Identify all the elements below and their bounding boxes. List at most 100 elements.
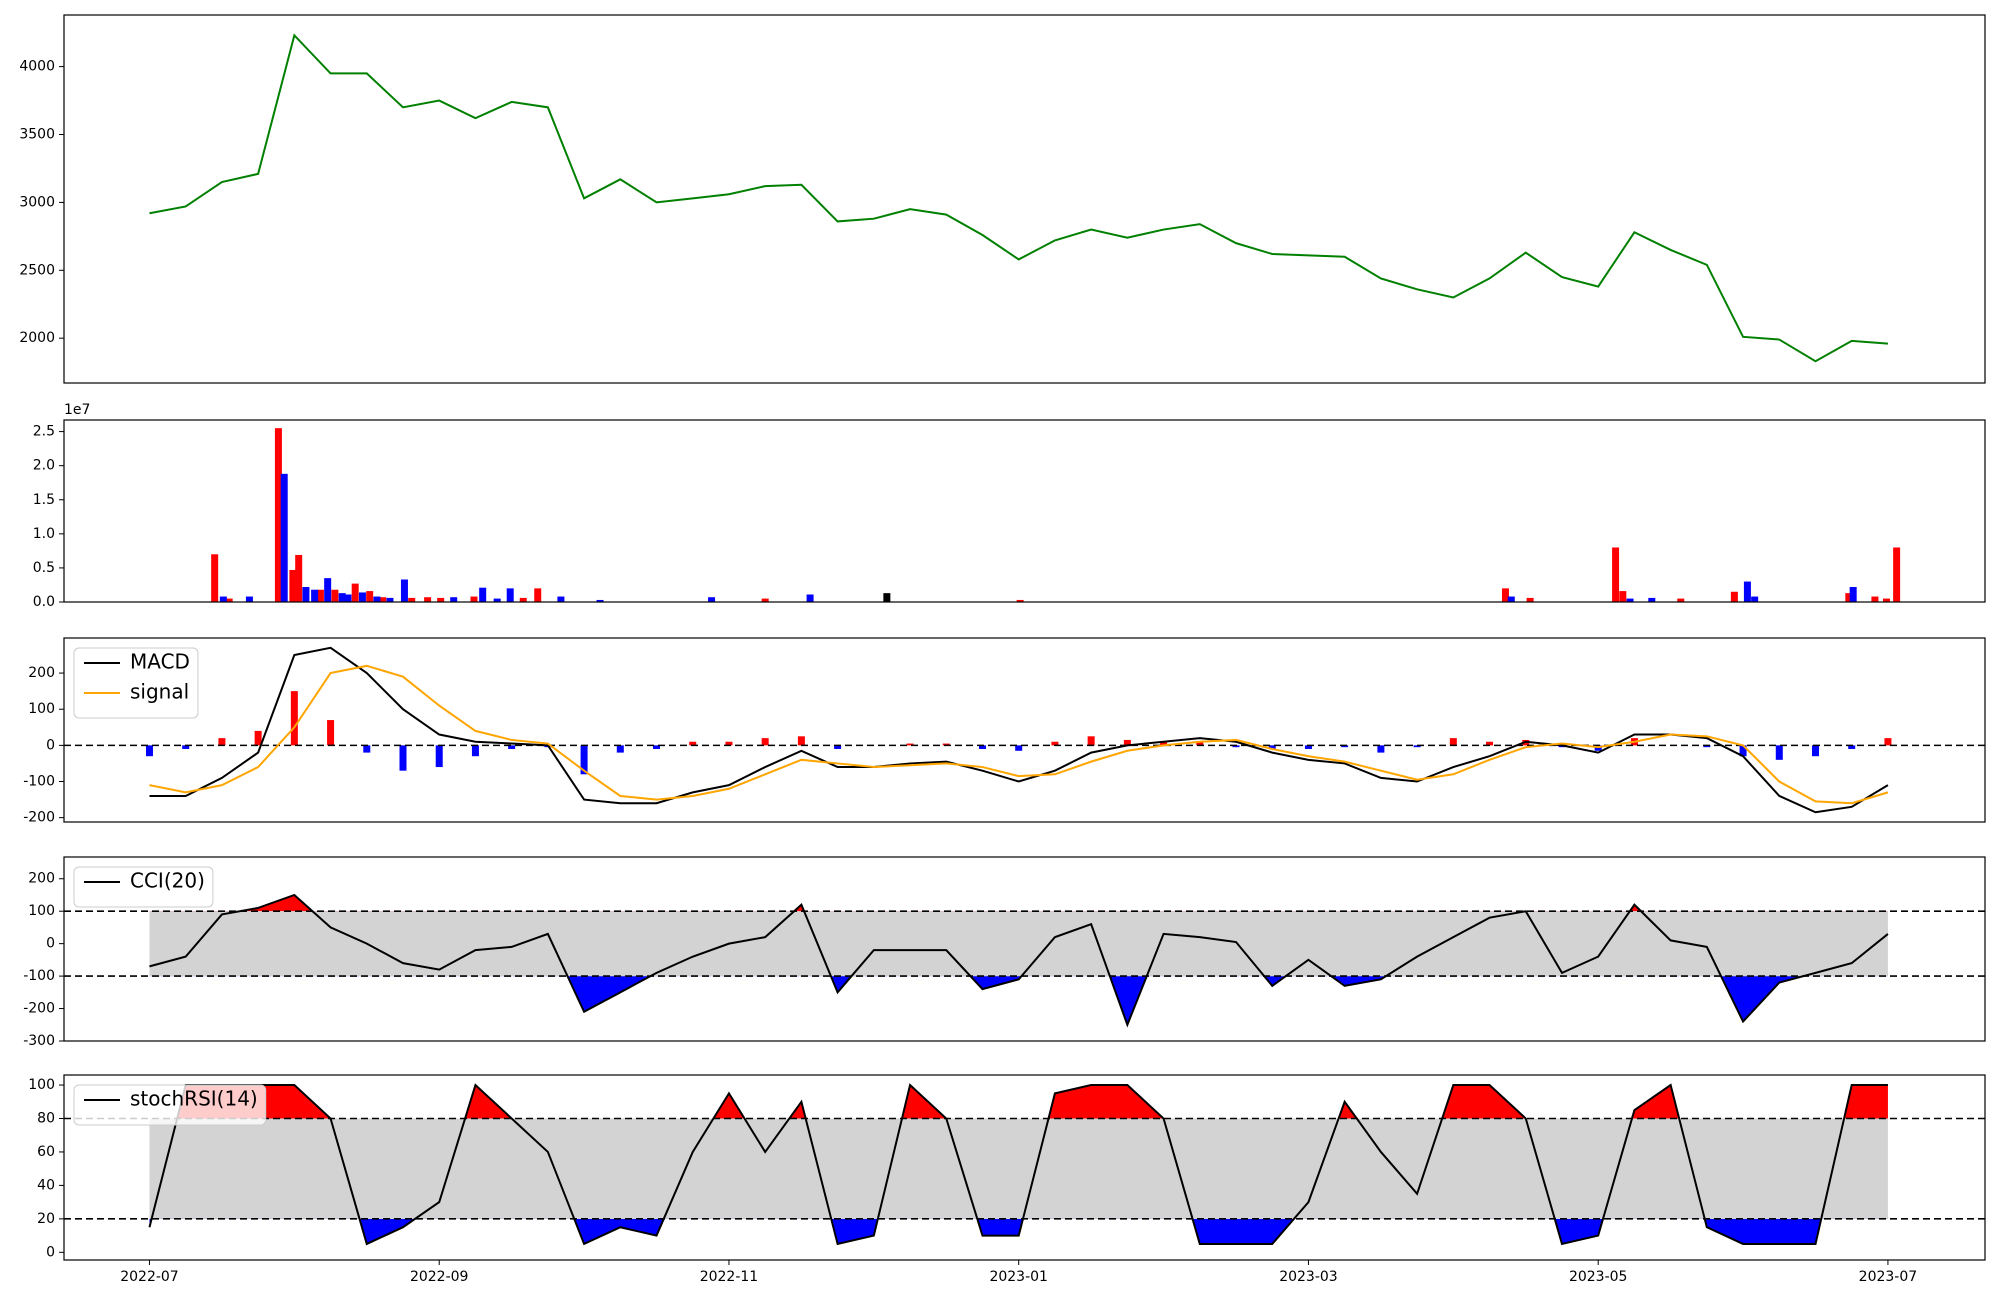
bar — [274, 428, 282, 602]
bar — [1775, 745, 1783, 760]
bar — [331, 589, 339, 602]
bar — [1751, 596, 1759, 602]
bar — [1739, 745, 1747, 757]
bar — [978, 745, 986, 749]
y-tick-label: 0.0 — [33, 594, 55, 610]
bar — [302, 587, 310, 602]
bar — [493, 598, 501, 602]
y-tick-label: 20 — [37, 1211, 55, 1227]
bar — [1232, 745, 1240, 748]
bar — [1196, 741, 1204, 746]
panel: -200 -100 0 100 200 MACD signal — [23, 637, 1986, 826]
bar — [653, 745, 661, 749]
bar — [437, 597, 445, 602]
neutral-band — [149, 911, 1888, 977]
upper-fill — [149, 1085, 1888, 1119]
bar — [211, 554, 219, 602]
bar — [290, 691, 298, 746]
y-tick-label: -100 — [23, 774, 55, 790]
bar — [1884, 738, 1892, 746]
bar — [580, 745, 588, 775]
bar — [1304, 745, 1312, 749]
bar — [1341, 745, 1349, 748]
y-tick-label: 0 — [46, 737, 55, 753]
bar — [534, 588, 542, 602]
bar — [1848, 745, 1856, 749]
series-line — [149, 646, 1889, 814]
lower-fill — [149, 976, 1888, 1025]
bar — [1507, 596, 1515, 602]
bar — [1268, 745, 1276, 749]
bar — [324, 578, 332, 602]
y-tick-label: 80 — [37, 1110, 55, 1126]
bar — [471, 745, 479, 757]
series-line — [149, 33, 1889, 363]
bar — [311, 589, 319, 602]
series-line — [149, 893, 1889, 1028]
y-tick-label: 100 — [28, 701, 55, 717]
bar — [834, 745, 842, 749]
bar — [1845, 593, 1853, 602]
bar — [942, 743, 950, 746]
legend-label: stochRSI(14) — [130, 1087, 258, 1111]
bar — [557, 596, 565, 602]
bar — [400, 579, 408, 602]
axes-frame — [63, 419, 1986, 603]
bar — [1849, 587, 1857, 602]
bar — [289, 569, 297, 602]
bar — [1612, 547, 1620, 602]
y-tick-label: 2000 — [19, 330, 55, 346]
bar — [386, 597, 394, 602]
bar — [344, 594, 352, 602]
x-tick-label: 2022-11 — [700, 1269, 759, 1285]
bar — [1871, 596, 1879, 602]
legend-label: CCI(20) — [130, 869, 205, 893]
bar — [1626, 598, 1634, 602]
legend-box — [73, 1084, 267, 1126]
bar — [1703, 745, 1711, 748]
bar — [1893, 547, 1901, 602]
bar — [506, 588, 514, 602]
y-tick-label: -300 — [23, 1033, 55, 1049]
y-tick-label: 40 — [37, 1177, 55, 1193]
y-tick-label: 0.5 — [33, 560, 55, 576]
bar — [280, 473, 288, 602]
bar — [689, 741, 697, 746]
legend: MACD signal — [73, 647, 199, 719]
bar — [408, 597, 416, 602]
bar — [1743, 581, 1751, 602]
y-tick-label: 2.0 — [33, 458, 55, 474]
bar — [761, 738, 769, 746]
bar — [1677, 598, 1685, 602]
bar — [761, 598, 769, 602]
axes-frame — [63, 1074, 1986, 1261]
series-line — [148, 1083, 1888, 1246]
bar — [327, 720, 335, 746]
bar — [363, 745, 371, 753]
y-tick-label: 60 — [37, 1144, 55, 1160]
y-tick-label: 100 — [28, 903, 55, 919]
y-tick-label: 0 — [46, 936, 55, 952]
bar — [596, 599, 604, 602]
bar — [1648, 597, 1656, 602]
legend-label: signal — [130, 680, 189, 704]
bar — [1730, 591, 1738, 602]
legend-label: MACD — [130, 650, 190, 674]
y-tick-label: 4000 — [19, 59, 55, 75]
y-tick-label: 3500 — [19, 126, 55, 142]
y-tick-label: 2.5 — [33, 424, 55, 440]
y-tick-label: 200 — [28, 871, 55, 887]
bar — [1413, 745, 1421, 748]
bar — [338, 593, 346, 602]
axis-offset-label: 1e7 — [64, 402, 90, 418]
bar — [254, 730, 262, 746]
legend: stochRSI(14) — [73, 1084, 267, 1126]
panel: 0.0 0.5 1.0 1.5 2.0 2.5 1e7 — [33, 402, 1986, 610]
legend-box — [73, 647, 199, 719]
legend-box — [73, 866, 214, 908]
bar — [1882, 598, 1890, 602]
bar — [450, 597, 458, 602]
panel: -300 -200 -100 0 100 200 CCI(20) — [23, 856, 1986, 1049]
